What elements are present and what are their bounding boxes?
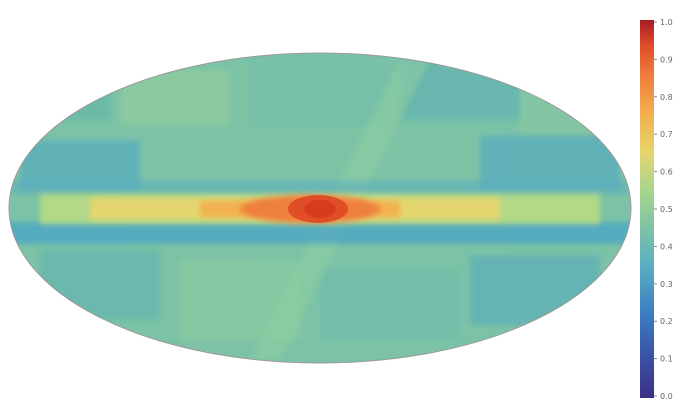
colorbar-tick-label: 0.4 [660,242,673,251]
colorbar-tick-label: 0.9 [660,55,673,64]
colorbar-tick-label: 0.8 [660,93,673,102]
colorbar: 1.0 0.9 0.8 0.7 0.6 0.5 0.4 0.3 0.2 0.1 0.0 [640,18,673,401]
colorbar-tick-label: 0.6 [660,168,673,177]
galactic-center-core [304,200,336,218]
band-above-plane [9,180,631,194]
colorbar-tick-label: 0.0 [660,392,673,401]
colorbar-tick-label: 0.3 [660,280,673,289]
sky-map-outline [8,52,632,364]
colorbar-tick-label: 1.0 [660,18,673,27]
colorbar-gradient [640,20,654,398]
colorbar-tick-label: 0.7 [660,130,673,139]
colorbar-tick-label: 0.5 [660,205,673,214]
colorbar-tick-label: 0.1 [660,355,673,364]
sky-map [9,53,631,363]
colorbar-tick-label: 0.2 [660,317,673,326]
band-below-plane [9,222,631,244]
colorbar-ticks: 1.0 0.9 0.8 0.7 0.6 0.5 0.4 0.3 0.2 0.1 0.0 [654,18,673,401]
